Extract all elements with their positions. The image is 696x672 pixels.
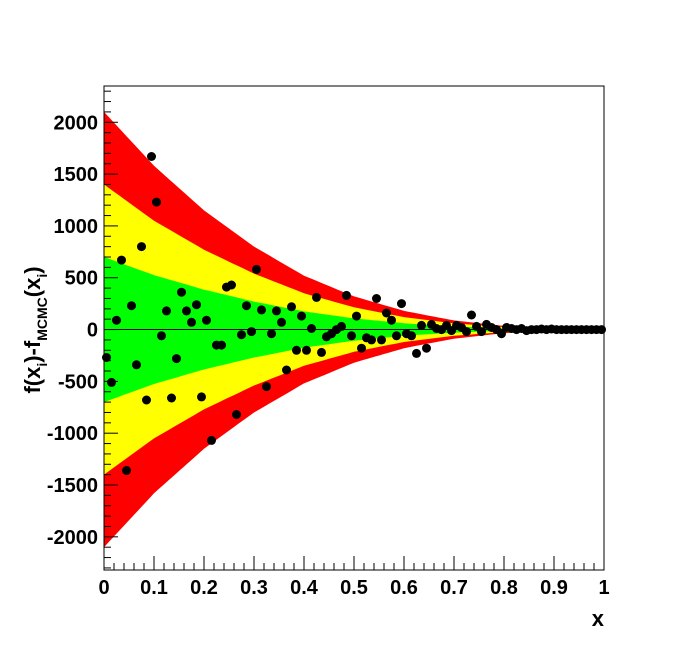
data-point	[132, 360, 141, 370]
data-point	[167, 393, 176, 403]
y-tick-label: -1000	[47, 423, 98, 445]
data-point	[197, 392, 206, 402]
x-axis-title: x	[592, 606, 605, 631]
data-point	[387, 315, 396, 325]
x-tick-label: 0.2	[190, 577, 218, 599]
data-point	[247, 327, 256, 337]
data-point	[142, 395, 151, 405]
data-point	[407, 331, 416, 341]
data-point	[337, 321, 346, 331]
data-point	[107, 377, 116, 387]
data-point	[232, 410, 241, 419]
data-point	[377, 335, 386, 345]
y-axis-title-part: f(x	[20, 366, 45, 394]
data-point	[182, 306, 191, 316]
data-point	[262, 382, 271, 392]
y-tick-label: 1500	[54, 164, 99, 186]
x-tick-label: 0.1	[140, 577, 168, 599]
data-point	[347, 331, 356, 341]
data-point	[282, 365, 291, 375]
y-tick-label: -1500	[47, 475, 98, 497]
data-point	[267, 329, 276, 339]
data-point	[117, 255, 126, 265]
data-point	[352, 311, 361, 321]
data-point	[187, 317, 196, 327]
data-point	[367, 335, 376, 345]
data-point	[217, 340, 226, 350]
data-point	[317, 347, 326, 357]
data-point	[467, 310, 476, 320]
data-point	[192, 300, 201, 310]
data-point	[382, 308, 391, 318]
data-point	[127, 301, 136, 311]
y-axis-title-sub: MCMC	[34, 297, 50, 341]
data-point	[202, 315, 211, 325]
data-point	[297, 311, 306, 321]
data-point	[252, 264, 261, 274]
data-point	[147, 152, 156, 161]
y-axis-title-part: )	[20, 266, 45, 273]
x-axis: 0 0.1 0.2 0.3 0.4 0.5 0.6 0.7 0.8 0.9 1	[98, 556, 610, 599]
data-point	[272, 306, 281, 316]
y-axis-title-part: )-f	[20, 340, 45, 363]
x-tick-label: 1	[598, 577, 609, 599]
x-tick-label: 0.6	[390, 577, 418, 599]
data-point	[412, 348, 421, 358]
y-axis-title-sub: i	[34, 363, 50, 367]
data-point	[307, 324, 316, 333]
data-point	[397, 299, 406, 309]
data-point	[357, 343, 366, 353]
x-tick-label: 0.3	[240, 577, 268, 599]
x-tick-label: 0.9	[540, 577, 568, 599]
y-tick-label: -500	[58, 371, 98, 393]
data-point	[422, 343, 431, 353]
data-point	[312, 292, 321, 302]
data-point	[292, 345, 301, 355]
data-point	[257, 305, 266, 315]
data-point	[137, 242, 146, 252]
data-point	[277, 317, 286, 327]
data-point	[122, 466, 131, 475]
data-point	[157, 331, 166, 341]
data-point	[597, 325, 606, 335]
data-point	[497, 329, 506, 339]
data-point	[342, 290, 351, 300]
data-point	[207, 435, 216, 445]
data-point	[392, 331, 401, 341]
y-axis-title-part: (x	[20, 277, 45, 297]
data-point	[462, 327, 471, 337]
y-tick-label: 500	[65, 268, 98, 290]
data-point	[112, 315, 121, 325]
data-point	[417, 320, 426, 330]
data-points	[102, 152, 606, 475]
data-point	[372, 294, 381, 303]
data-point	[162, 306, 171, 316]
y-tick-label: 1000	[54, 216, 99, 238]
y-axis-title-sub: i	[34, 274, 50, 278]
data-point	[242, 301, 251, 311]
y-tick-label: 0	[87, 320, 98, 342]
data-point	[152, 197, 161, 207]
y-tick-label: -2000	[47, 527, 98, 549]
data-point	[227, 280, 236, 290]
data-point	[302, 345, 311, 355]
x-tick-label: 0.7	[440, 577, 468, 599]
x-tick-label: 0	[98, 577, 109, 599]
x-tick-label: 0.5	[340, 577, 368, 599]
y-axis-title: f(xi)-fMCMC(xi)	[20, 266, 50, 393]
data-point	[477, 327, 486, 337]
x-tick-label: 0.8	[490, 577, 518, 599]
data-point	[172, 354, 181, 364]
data-point	[287, 302, 296, 312]
data-point	[177, 287, 186, 297]
data-point	[237, 330, 246, 340]
x-tick-label: 0.4	[290, 577, 319, 599]
y-axis: -2000 -1500 -1000 -500 0 500 1000 1500 2000	[47, 90, 118, 569]
y-tick-label: 2000	[54, 112, 99, 134]
